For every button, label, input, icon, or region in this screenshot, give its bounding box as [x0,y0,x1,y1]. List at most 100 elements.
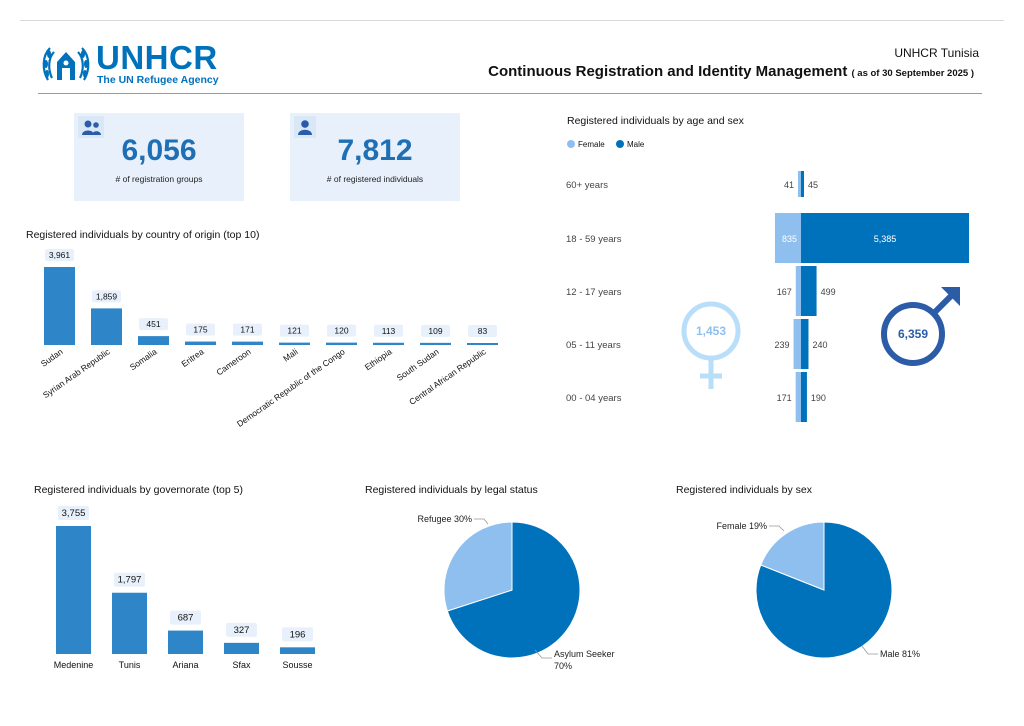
age-group-label: 05 - 11 years [566,340,621,351]
category-label: Sudan [39,346,65,368]
data-label-bg [114,572,145,587]
data-label-bg [280,324,309,337]
pie-leader-line [534,649,552,659]
female-value-label: 167 [777,287,792,297]
category-label: Somalia [128,346,159,372]
top-divider [20,20,1004,21]
logo-wordmark: UNHCR [96,39,218,76]
data-label-bg [374,324,403,337]
male-value-label: 5,385 [874,234,897,244]
page-title: Continuous Registration and Identity Man… [488,63,974,80]
data-label-bg [92,290,121,303]
bar-syrian-arab-republic [91,308,122,345]
data-label: 3,961 [49,250,71,260]
legal-status-chart-title: Registered individuals by legal status [365,484,538,496]
data-label-bg [45,249,74,261]
age-sex-pyramid-chart: Female Male 60+ years 41 45 18 - 59 years 835 5… [566,140,969,422]
female-value-label: 239 [775,340,790,350]
bar-male [801,171,804,197]
male-value-label: 240 [812,340,827,350]
logo-tagline: The UN Refugee Agency [97,74,219,86]
male-value-label: 190 [811,393,826,403]
category-label: Eritrea [179,346,205,369]
data-label: 327 [234,625,250,636]
category-label: Central African Republic [407,346,488,407]
male-value-label: 45 [808,180,818,190]
category-label: Ariana [172,660,198,670]
data-label-bg [282,627,313,642]
legend-male-label: Male [627,140,645,149]
pie-label: Female 19% [716,521,767,531]
header-divider [38,93,982,94]
male-symbol-icon [881,302,945,366]
bar-ariana [168,630,203,654]
page-title-text: Continuous Registration and Identity Man… [488,63,848,80]
kpi-value-individuals: 7,812 [337,134,413,167]
bar-male [801,266,817,316]
governorate-chart-title: Registered individuals by governorate (t… [34,484,243,496]
data-label-bg [468,325,497,337]
country-chart-title: Registered individuals by country of ori… [26,229,260,241]
category-label: Cameroon [214,346,252,377]
bar-south-sudan [420,342,451,345]
unhcr-logo-icon [42,47,90,81]
age-group-label: 18 - 59 years [566,234,622,245]
bar-female [795,266,801,316]
legend-male-swatch [616,140,624,148]
data-label: 113 [382,326,396,336]
data-label: 120 [334,326,348,336]
sex-chart-title: Registered individuals by sex [676,484,812,496]
age-sex-chart-title: Registered individuals by age and sex [567,115,744,127]
pie-leader-line [861,645,878,655]
governorate-chart: 3,755 Medenine 1,797 Tunis 687 Ariana 327 Sfax 1… [54,506,315,670]
male-total: 6,359 [898,327,928,341]
bar-ethiopia [373,342,404,345]
data-label-bg [170,610,201,625]
bar-cameroon [232,341,263,345]
age-group-label: 60+ years [566,180,608,191]
data-label-bg [186,323,215,336]
bar-tunis [112,592,147,654]
kpi-card-individuals: 7,812 # of registered individuals [290,113,460,201]
data-label: 171 [240,325,254,335]
category-label: Mali [281,346,300,363]
category-label: Sousse [282,660,312,670]
male-value-label: 499 [821,287,836,297]
person-icon [294,116,316,138]
pie-slice-asylum-seeker [446,521,581,659]
legend-female-label: Female [578,140,605,149]
data-label: 451 [146,319,160,329]
data-label-bg [233,323,262,336]
pie-label: 70% [554,661,572,671]
category-label: Ethiopia [363,346,394,372]
bar-mali [279,342,310,345]
kpi-card-groups: 6,056 # of registration groups [74,113,244,201]
bar-sfax [224,642,259,654]
bar-female [798,171,801,197]
bar-eritrea [185,341,216,345]
data-label: 1,797 [118,575,142,586]
category-label: South Sudan [395,346,441,383]
pie-slice-female [760,521,825,591]
office-name: UNHCR Tunisia [894,46,979,60]
data-label-bg [139,318,168,331]
female-value-label: 171 [777,393,792,403]
legend-female-swatch [567,140,575,148]
as-of-date: ( as of 30 September 2025 ) [851,68,975,79]
bar-female [795,372,801,422]
data-label: 175 [193,325,207,335]
data-label: 196 [290,629,306,640]
pie-leader-line [769,525,785,532]
bar-democratic-republic-of-the-congo [326,342,357,345]
kpi-label-groups: # of registration groups [115,174,203,184]
age-group-label: 00 - 04 years [566,393,622,404]
data-label: 109 [428,326,442,336]
male-symbol-arrowhead [941,287,960,306]
data-label: 1,859 [96,291,118,301]
pie-label: Asylum Seeker [554,649,615,659]
female-total: 1,453 [696,324,726,338]
legal-status-pie-chart: Asylum Seeker 70% Refugee 30% [417,514,615,671]
bar-medenine [56,526,91,654]
bar-sousse [280,647,315,654]
